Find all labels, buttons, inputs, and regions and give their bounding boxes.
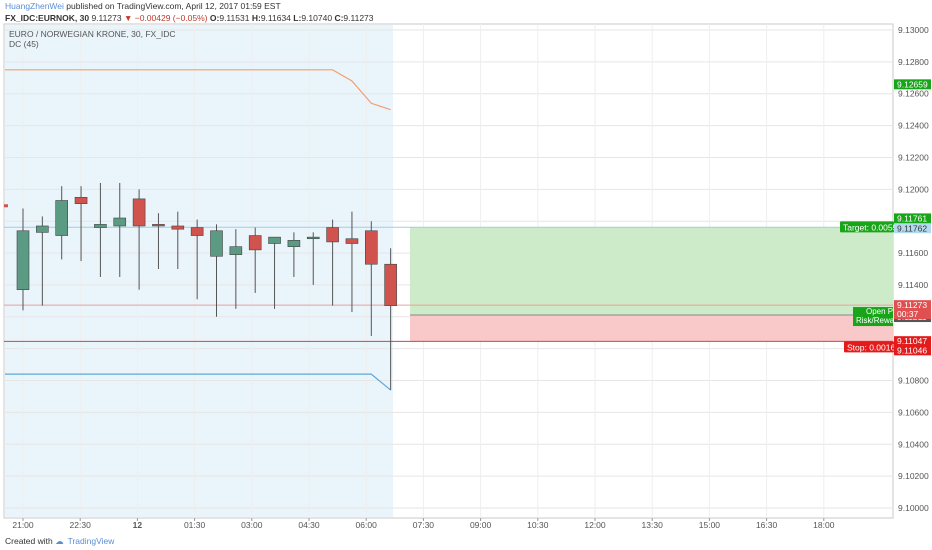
author-link[interactable]: HuangZhenWei [5,1,64,11]
candle-body [364,230,378,265]
open-pl-badge-bg [853,307,893,327]
timer-label: 00:37 [897,309,919,319]
x-tick-label: 01:30 [184,520,206,530]
x-tick-label: 10:30 [527,520,549,530]
candle-body [132,198,146,227]
close-value: 9.11273 [343,13,374,23]
candle-body [326,227,339,243]
publish-info: HuangZhenWei published on TradingView.co… [5,1,281,11]
donchian-upper-line [5,69,391,111]
price-label: 9.11273 [897,300,927,310]
y-tick-label: 9.12000 [898,184,929,194]
ohlc-readout: FX_IDC:EURNOK, 30 9.11273 ▼ −0.00429 (−0… [5,13,374,23]
footer: Created with ☁ TradingView [5,536,114,547]
x-tick-label: 18:00 [813,520,835,530]
candle-body [94,224,107,228]
price-change: −0.00429 (−0.05%) [134,13,208,23]
candle-body [152,224,165,227]
y-tick-label: 9.12600 [898,89,929,99]
x-tick-label: 12:00 [584,520,606,530]
price-label-bg [894,345,931,356]
open-value: 9.11531 [219,13,250,23]
legend-indicator: DC (45) [9,39,39,49]
y-tick-label: 9.12200 [898,152,929,162]
y-tick-label: 9.10200 [898,471,929,481]
candle-body [345,238,359,244]
candle-body [190,227,204,236]
candle-body [384,263,397,306]
candle-body [306,236,320,240]
risk-reward-label: Risk/Reward [856,316,901,325]
price-label: 9.11761 [897,213,927,223]
price-label: 9.12659 [897,79,928,89]
candle-body [248,235,262,251]
price-label: 9.11047 [897,336,927,346]
x-tick-label: 03:00 [241,520,263,530]
open-label: O: [209,13,220,23]
candle-body [55,200,69,236]
price-label-bg [894,336,931,347]
y-tick-label: 9.10400 [898,439,929,449]
stop-zone [410,315,893,342]
stop-badge-bg [844,341,894,353]
down-arrow-icon: ▼ [123,13,133,23]
y-tick-label: 9.13000 [898,25,929,35]
target-zone [410,227,893,316]
price-label-bg [894,223,931,234]
created-with-text: Created with [5,536,53,546]
x-tick-label: 16:30 [756,520,778,530]
y-tick-label: 9.10800 [898,376,929,386]
y-tick-label: 9.12400 [898,121,929,131]
tradingview-link[interactable]: TradingView [67,536,115,546]
candle-body [171,225,185,230]
published-text: published on TradingView.com, April 12, … [63,1,281,11]
x-tick-label: 09:00 [470,520,492,530]
high-value: 9.11634 [260,13,291,23]
open-pl-label: Open P&L [866,307,903,316]
low-value: 9.10740 [301,13,333,23]
target-badge: Target: 0.00550 [843,222,902,232]
x-tick-label: 13:30 [642,520,664,530]
candle-body [113,217,127,227]
target-badge-bg [840,221,894,233]
symbol-label: FX_IDC:EURNOK, 30 [5,13,90,23]
y-tick-label: 9.11600 [898,248,928,258]
y-tick-label: 9.11400 [898,280,928,290]
x-tick-label: 07:30 [413,520,435,530]
candle-body [210,230,223,257]
y-tick-label: 9.12800 [898,57,929,67]
donchian-lower-line [5,373,392,391]
candle-body [229,246,243,255]
x-tick-label: 06:00 [356,520,378,530]
x-tick-label: 04:30 [298,520,320,530]
y-tick-label: 9.10000 [898,503,929,513]
price-label: 9.11762 [897,223,927,233]
price-label-bg [894,79,931,90]
timer-label-bg [894,309,931,320]
price-label-bg [894,213,931,224]
price-label: 9.11046 [897,345,927,355]
x-tick-label: 12 [133,520,143,530]
candle-body [268,236,281,244]
candle-body [36,225,49,233]
stop-badge: Stop: 0.00165 [847,342,900,352]
legend-instrument: EURO / NORWEGIAN KRONE, 30, FX_IDC [9,29,176,39]
low-label: L: [293,13,302,23]
x-tick-label: 15:00 [699,520,721,530]
candle-body [74,197,88,204]
high-label: H: [251,13,261,23]
close-label: C: [334,13,344,23]
prior-candle-stub [4,204,8,208]
x-tick-label: 22:30 [70,520,92,530]
cloud-icon: ☁ [55,536,64,546]
x-tick-label: 21:00 [12,520,34,530]
last-price: 9.11273 [91,13,122,23]
history-shade [5,25,393,517]
candle-body [16,230,30,291]
candle-body [287,240,301,247]
y-tick-label: 9.10600 [898,407,929,417]
price-label-bg [894,300,931,311]
